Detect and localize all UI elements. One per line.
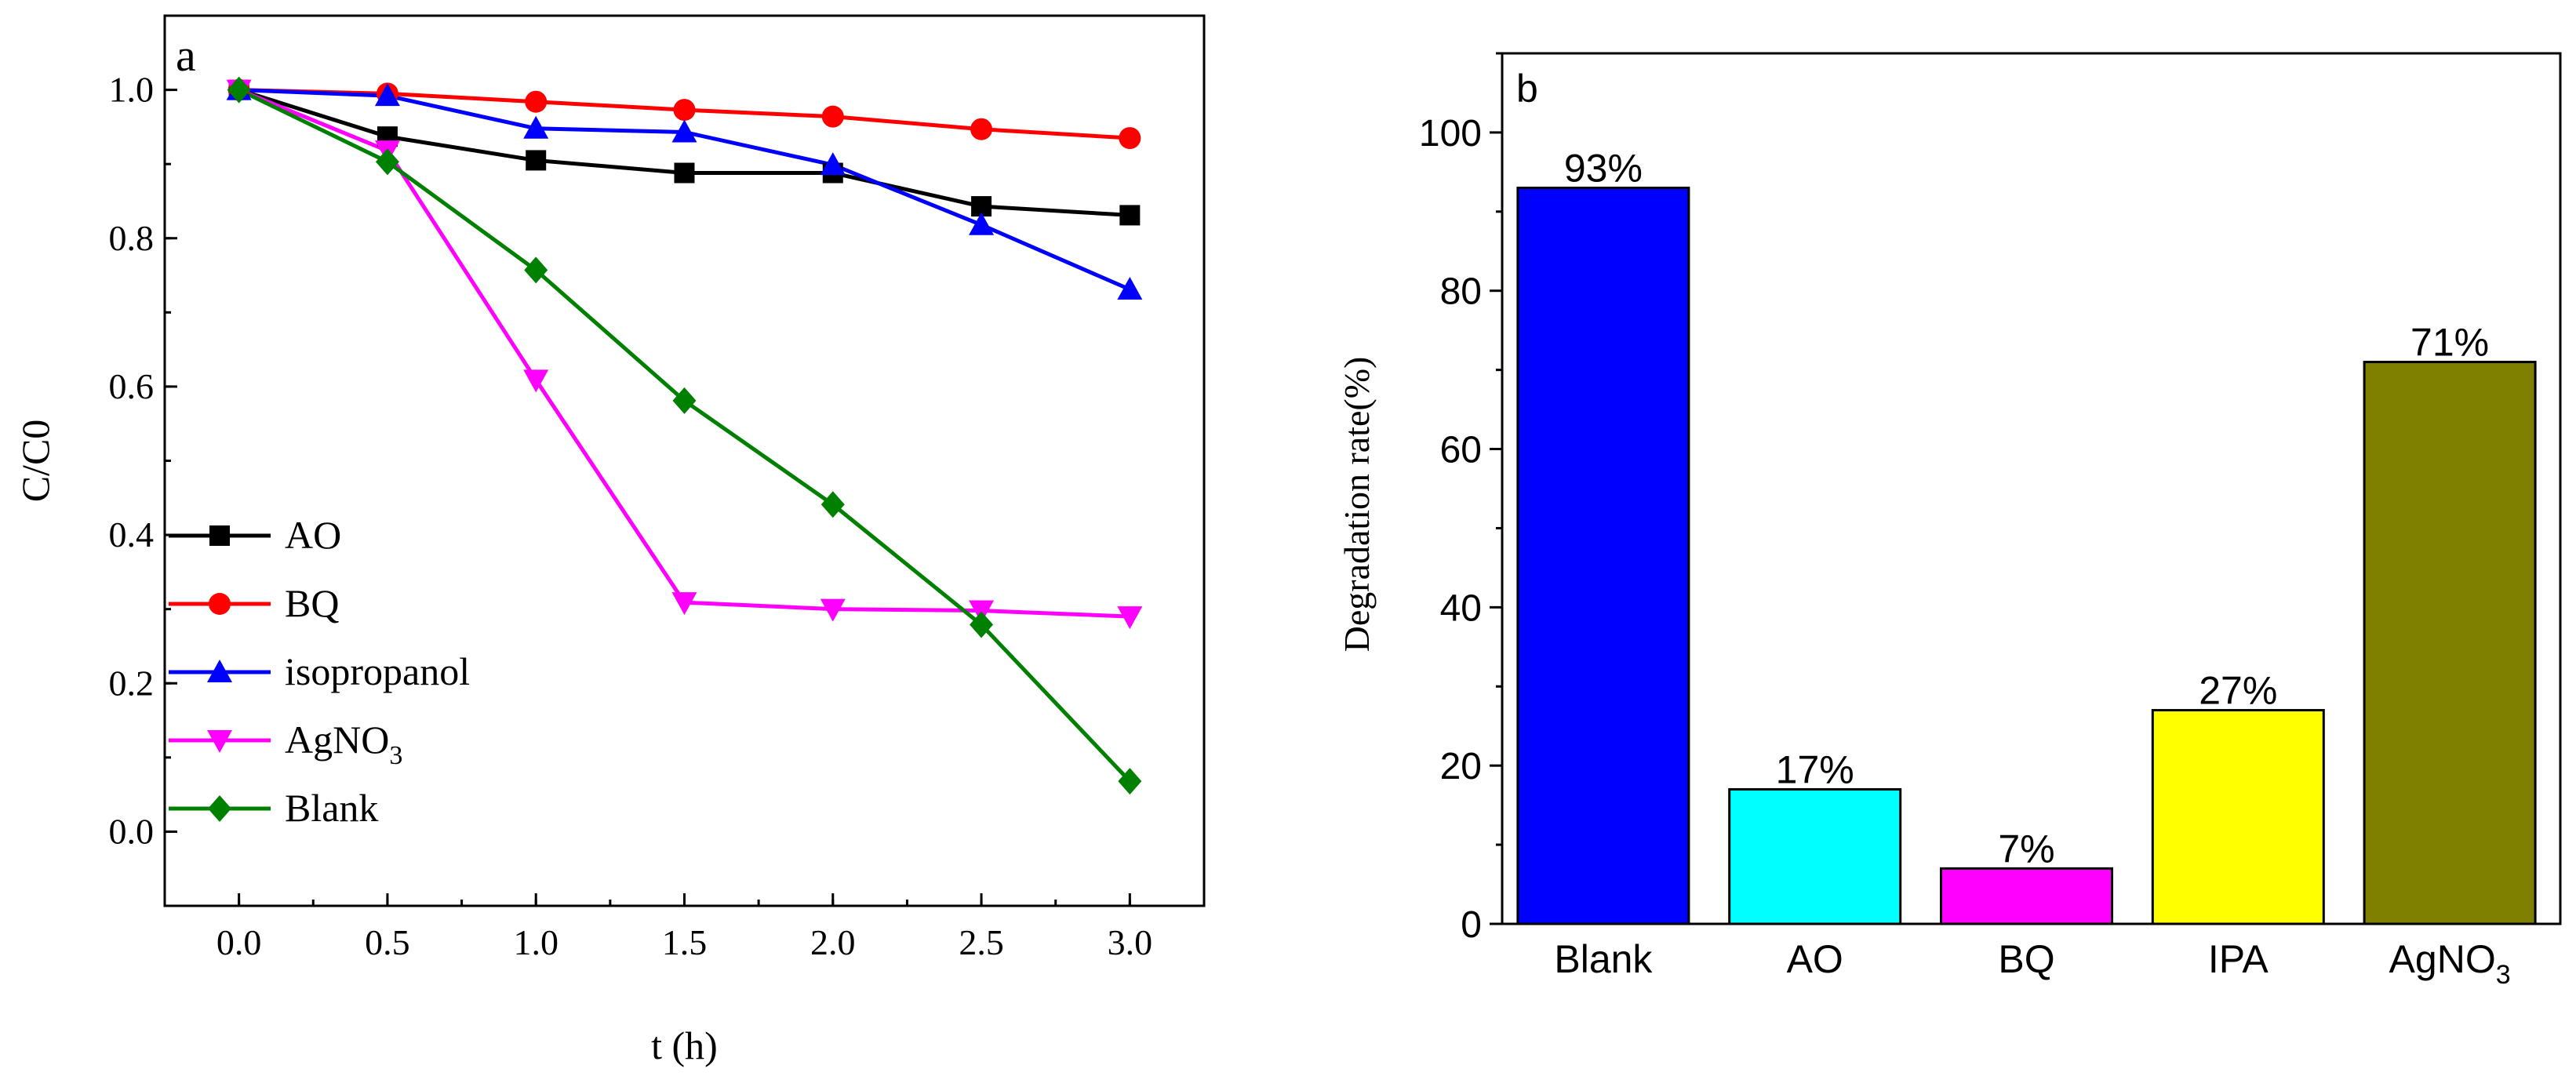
legend-label-text: AgNO	[285, 718, 389, 762]
legend-marker	[209, 593, 231, 615]
x-tick-label: 1.0	[513, 922, 558, 962]
x-tick-label: 2.0	[810, 922, 856, 962]
data-point	[671, 592, 697, 616]
legend-label-text: isopropanol	[285, 649, 470, 693]
legend-label: isopropanol	[285, 649, 470, 693]
y-tick-label: 0.8	[109, 218, 155, 258]
data-point	[1118, 768, 1142, 795]
data-point	[820, 152, 846, 176]
y-tick-label: 20	[1440, 746, 1482, 787]
x-category-label-subscript: 3	[2496, 960, 2511, 990]
data-point	[671, 119, 697, 143]
panel-label: a	[176, 30, 196, 81]
legend-label-text: AO	[285, 513, 341, 557]
bar-agno3	[2363, 361, 2537, 925]
data-point	[820, 491, 845, 518]
y-tick-label: 0.6	[109, 366, 155, 406]
bar-data-label: 93%	[1564, 147, 1643, 191]
data-point	[969, 212, 995, 235]
legend-label-text: BQ	[285, 581, 339, 625]
x-category-label-text: AO	[1787, 937, 1843, 981]
panel-b-bar-chart: 0 20 40 60 80 100 Degradation rate(%) b 93% Blank…	[1337, 52, 2562, 990]
data-point	[970, 118, 993, 140]
data-point	[523, 369, 549, 393]
bar-blank	[1516, 187, 1690, 925]
legend-label-text: Blank	[285, 786, 378, 830]
y-tick-label: 0.4	[109, 514, 155, 554]
x-tick-label: 0.0	[216, 922, 262, 962]
y-tick-label: 0.0	[109, 811, 155, 851]
legend-label: Blank	[285, 786, 378, 830]
legend-marker	[208, 795, 231, 822]
bar-data-label: 27%	[2199, 669, 2277, 713]
legend-marker	[209, 525, 230, 546]
x-category-label: IPA	[2208, 937, 2269, 981]
x-tick-label: 1.5	[662, 922, 708, 962]
data-point	[374, 83, 400, 107]
x-category-label-text: IPA	[2208, 937, 2269, 981]
data-point	[375, 148, 399, 176]
x-category-label-text: AgNO	[2389, 937, 2496, 981]
x-tick-label: 0.5	[365, 922, 410, 962]
panel-a-line-chart: 0.0 0.2 0.4 0.6 0.8 1.0 0.0 0.5 1.0 1.5 2.0 2.5 3.0 t…	[13, 14, 1206, 1067]
x-axis-label: t (h)	[651, 1023, 718, 1067]
x-category-label-text: BQ	[1998, 937, 2054, 981]
legend-label: AgNO3	[285, 718, 402, 770]
bar-data-label: 71%	[2410, 321, 2489, 365]
legend-marker	[207, 660, 232, 682]
data-point	[820, 598, 846, 622]
y-axis-label: C/C0	[13, 420, 57, 503]
y-tick-label: 1.0	[109, 70, 155, 110]
y-tick-label: 100	[1419, 113, 1482, 155]
y-tick-label: 0.2	[109, 663, 155, 703]
data-point	[970, 611, 994, 638]
x-category-label: AgNO3	[2389, 937, 2511, 990]
y-tick-label: 60	[1440, 430, 1482, 471]
data-point	[673, 99, 696, 122]
data-point	[1117, 277, 1143, 300]
data-point	[1119, 205, 1141, 226]
data-point	[523, 115, 549, 139]
data-point	[525, 90, 548, 113]
x-category-label: BQ	[1998, 937, 2054, 981]
bar-bq	[1940, 867, 2113, 925]
legend-label: AO	[285, 513, 341, 557]
data-point	[524, 256, 548, 284]
y-tick-label: 80	[1440, 271, 1482, 313]
x-category-label: Blank	[1554, 937, 1653, 981]
data-point	[227, 76, 251, 104]
legend-marker	[207, 730, 232, 753]
bar-ipa	[2151, 709, 2325, 925]
bar-data-label: 17%	[1776, 747, 1854, 791]
x-category-label: AO	[1787, 937, 1843, 981]
data-point	[1119, 127, 1141, 150]
data-point	[526, 150, 547, 171]
y-axis-label: Degradation rate(%)	[1337, 357, 1377, 653]
bar-ao	[1728, 787, 1902, 925]
data-point	[672, 387, 697, 414]
bar-data-label: 7%	[1998, 827, 2054, 871]
data-point	[674, 162, 695, 184]
panel-label: b	[1516, 67, 1538, 111]
data-point	[1117, 606, 1143, 630]
y-tick-label: 0	[1461, 904, 1482, 946]
x-category-label-text: Blank	[1554, 937, 1653, 981]
data-point	[821, 105, 844, 128]
x-tick-label: 3.0	[1108, 922, 1153, 962]
y-tick-label: 40	[1440, 587, 1482, 629]
x-tick-label: 2.5	[959, 922, 1004, 962]
plot-frame	[163, 14, 1206, 907]
legend-label-subscript: 3	[389, 741, 402, 770]
legend-label: BQ	[285, 581, 339, 625]
